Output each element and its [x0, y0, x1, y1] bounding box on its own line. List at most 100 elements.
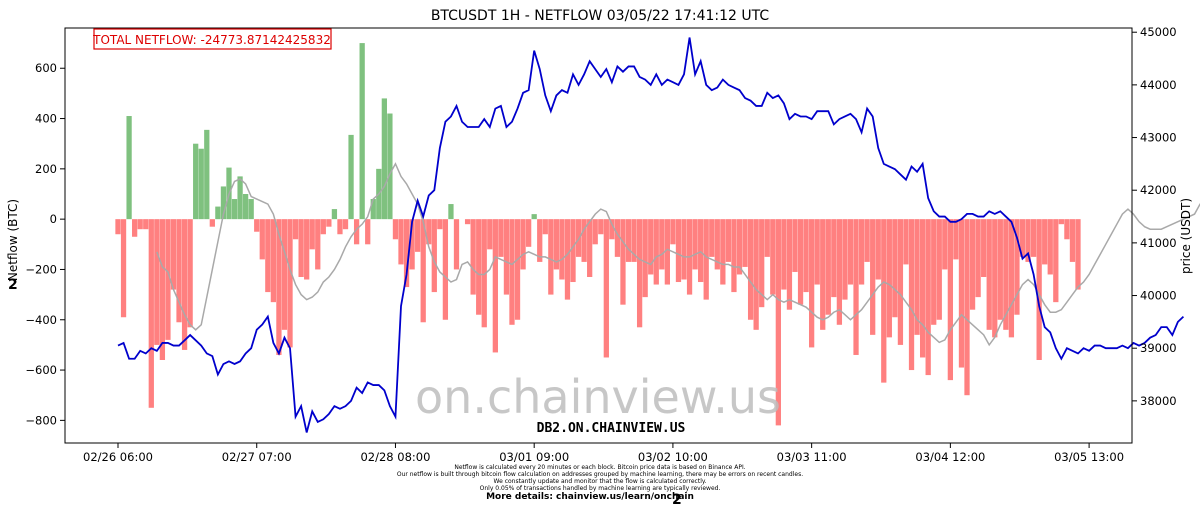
netflow-bar — [592, 219, 598, 245]
watermark: on.chainview.us — [415, 370, 781, 424]
netflow-bar — [620, 219, 626, 305]
netflow-bar — [420, 219, 426, 323]
netflow-bar — [265, 219, 271, 293]
netflow-bar — [370, 199, 376, 220]
netflow-bar — [204, 129, 210, 220]
y-tick-label-left: 600 — [35, 61, 57, 75]
y-tick-label-right: 40000 — [1140, 289, 1177, 303]
netflow-bar — [986, 219, 992, 330]
netflow-bar — [659, 219, 665, 270]
netflow-bar — [298, 219, 304, 277]
y-tick-label-right: 45000 — [1140, 25, 1177, 39]
netflow-bar — [237, 176, 243, 220]
netflow-bar — [254, 219, 260, 232]
x-tick-label: 03/04 12:00 — [915, 450, 985, 464]
netflow-bar — [853, 219, 859, 355]
netflow-bar — [514, 219, 521, 320]
netflow-bar — [570, 219, 576, 283]
netflow-bar — [1030, 219, 1037, 257]
netflow-bar — [681, 219, 687, 280]
moving-average-line — [156, 162, 1200, 347]
netflow-bar — [770, 219, 776, 295]
y-tick-label-right: 42000 — [1140, 183, 1177, 197]
y-tick-label-left: −400 — [25, 313, 57, 327]
netflow-bar — [958, 219, 965, 368]
netflow-bar — [947, 219, 953, 381]
netflow-bar — [132, 219, 138, 237]
netflow-bar — [814, 219, 820, 285]
netflow-bar — [215, 206, 221, 220]
netflow-bar — [742, 219, 748, 267]
footnote-line-2: Our netflow is built through bitcoin flo… — [396, 471, 804, 478]
netflow-bar — [331, 209, 338, 220]
netflow-bar — [614, 219, 621, 257]
netflow-bar — [143, 219, 149, 230]
netflow-bar — [115, 219, 121, 235]
more-details-link[interactable]: More details: chainview.us/learn/onchain — [486, 492, 694, 502]
netflow-bar — [259, 219, 265, 260]
netflow-bar — [792, 219, 798, 272]
netflow-bar — [365, 219, 371, 245]
footnote-line-4: Only 0.05% of transactions handled by ma… — [479, 485, 721, 492]
y-tick-label-left: −200 — [25, 262, 57, 276]
y-tick-label-right: 43000 — [1140, 131, 1177, 145]
netflow-bar — [187, 219, 193, 328]
x-tick-label: 03/03 11:00 — [777, 450, 847, 464]
netflow-bar — [287, 219, 293, 348]
netflow-bar — [520, 219, 526, 270]
netflow-bar — [969, 219, 976, 310]
netflow-bar — [1064, 219, 1070, 240]
netflow-bar — [281, 219, 288, 330]
netflow-bar — [464, 219, 471, 225]
netflow-bar — [714, 219, 720, 270]
netflow-bar — [997, 219, 1003, 320]
netflow-bar — [603, 219, 609, 358]
y-tick-label-right: 38000 — [1140, 394, 1177, 408]
netflow-bar — [720, 219, 726, 285]
netflow-bar — [587, 219, 593, 277]
netflow-bar — [736, 219, 743, 275]
x-tick-label: 02/27 07:00 — [222, 450, 292, 464]
netflow-bar — [1008, 219, 1015, 338]
netflow-bar — [548, 219, 554, 295]
netflow-bar — [953, 219, 959, 260]
netflow-bar — [220, 186, 227, 220]
netflow-bar — [176, 219, 182, 323]
netflow-bar — [248, 199, 254, 220]
netflow-bar — [1025, 219, 1031, 262]
netflow-bar — [908, 219, 915, 371]
netflow-bar — [625, 219, 632, 262]
netflow-bar — [359, 43, 365, 220]
netflow-bar — [964, 219, 970, 396]
netflow-bar — [159, 219, 166, 360]
netflow-bar — [503, 219, 510, 295]
netflow-bar — [803, 219, 809, 293]
netflow-bar — [342, 219, 349, 230]
netflow-bar — [936, 219, 942, 320]
netflow-bar — [858, 219, 865, 285]
netflow-bar — [786, 219, 793, 310]
netflow-bar — [636, 219, 643, 328]
netflow-bar — [875, 219, 881, 280]
netflow-bar — [731, 219, 737, 293]
netflow-bar — [542, 219, 548, 235]
netflow-bar — [165, 219, 171, 340]
total-netflow-box — [93, 28, 332, 50]
netflow-bar — [231, 199, 238, 220]
netflow-bar — [942, 219, 948, 270]
netflow-bar — [842, 219, 848, 300]
netflow-bar — [1053, 219, 1059, 303]
netflow-bar — [437, 219, 443, 230]
netflow-bar — [492, 219, 498, 353]
total-netflow-label: TOTAL NETFLOW: -24773.87142425832 — [92, 33, 331, 47]
netflow-bar — [1036, 219, 1042, 360]
netflow-bar — [831, 219, 837, 298]
netflow-bar — [559, 219, 565, 280]
netflow-bar — [209, 219, 215, 227]
y-tick-label-right: 39000 — [1140, 341, 1177, 355]
x-tick-label: 03/05 13:00 — [1054, 450, 1124, 464]
netflow-bar — [825, 219, 831, 315]
netflow-bar — [609, 219, 615, 240]
footnote-line-1: Netflow is calculated every 20 minutes o… — [454, 464, 746, 471]
netflow-bar — [725, 219, 732, 262]
